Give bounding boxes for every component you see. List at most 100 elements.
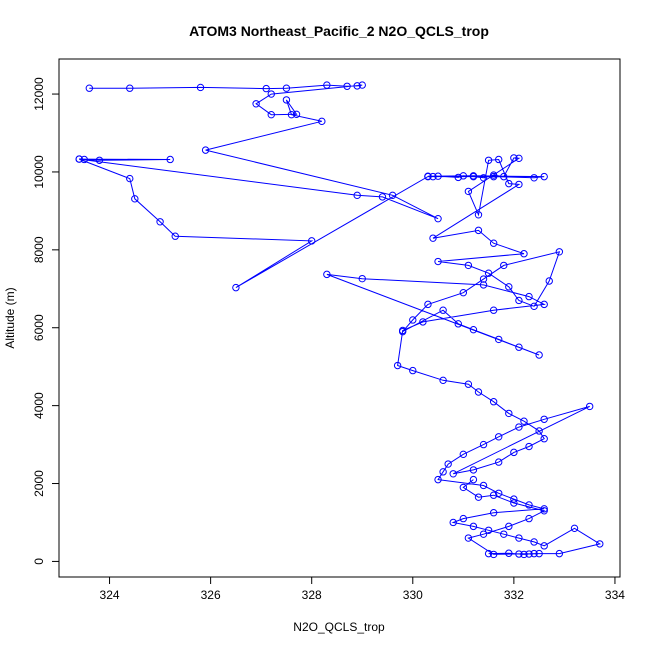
data-point — [489, 550, 498, 559]
x-axis-label: N2O_QCLS_trop — [293, 620, 385, 634]
data-point — [464, 380, 473, 388]
data-point — [353, 191, 361, 200]
data-point — [429, 172, 437, 181]
data-point — [500, 261, 508, 270]
data-point — [358, 274, 366, 283]
data-point — [292, 110, 301, 119]
data-point — [323, 81, 331, 89]
data-point — [464, 187, 473, 196]
data-point — [439, 376, 447, 385]
data-point — [525, 514, 533, 523]
data-point — [267, 110, 275, 119]
data-point — [469, 466, 478, 474]
data-point — [424, 300, 432, 309]
x-tick-label: 328 — [302, 588, 322, 602]
data-point — [398, 326, 407, 335]
y-tick-label: 2000 — [32, 470, 46, 497]
data-point — [424, 172, 432, 180]
data-point — [505, 522, 513, 531]
x-tick-label: 334 — [605, 588, 625, 602]
data-point — [469, 325, 478, 334]
data-point — [555, 549, 564, 558]
data-point — [489, 509, 498, 517]
data-point — [434, 172, 442, 180]
data-point — [515, 343, 523, 351]
data-point — [308, 237, 316, 245]
data-point — [530, 549, 538, 558]
y-tick-label: 10000 — [32, 155, 46, 189]
data-point — [75, 155, 83, 163]
data-point — [449, 470, 457, 478]
data-point — [429, 234, 437, 242]
data-point — [459, 483, 468, 492]
data-point — [474, 226, 483, 235]
data-point — [479, 440, 488, 449]
chart-title: ATOM3 Northeast_Pacific_2 N2O_QCLS_trop — [189, 23, 489, 39]
x-tick-label: 330 — [403, 588, 423, 602]
data-point — [500, 172, 508, 181]
x-axis: 324 326 328 330 332 334 — [100, 576, 625, 602]
data-point — [196, 83, 205, 92]
data-point — [515, 180, 523, 189]
data-point — [282, 96, 291, 104]
data-point — [454, 320, 462, 328]
data-point — [479, 275, 488, 283]
data-point — [95, 156, 104, 164]
data-point — [439, 468, 447, 476]
data-point — [489, 171, 498, 179]
data-point — [484, 526, 493, 534]
data-point — [131, 195, 139, 203]
data-point — [454, 173, 462, 182]
data-point — [479, 174, 488, 182]
data-point — [126, 84, 134, 92]
data-point — [201, 146, 210, 154]
data-point — [449, 518, 457, 527]
data-point — [484, 269, 493, 277]
data-point — [520, 550, 528, 559]
data-point — [525, 292, 533, 301]
data-point — [459, 288, 468, 297]
data-point — [505, 283, 513, 291]
data-point — [409, 366, 417, 375]
data-point — [520, 250, 528, 258]
data-point — [495, 458, 503, 466]
data-point — [505, 409, 513, 418]
data-point — [596, 540, 604, 548]
data-point — [434, 475, 442, 484]
data-point — [484, 549, 493, 558]
data-point — [505, 179, 513, 188]
y-axis: 0 2000 4000 6000 8000 10000 12000 — [32, 77, 60, 565]
data-point — [474, 493, 483, 501]
data-point — [474, 388, 483, 396]
data-point — [540, 415, 548, 423]
data-point — [525, 501, 533, 509]
data-point — [464, 534, 473, 542]
y-axis-label: Altitude (m) — [3, 287, 17, 348]
data-point — [318, 117, 326, 126]
data-point — [343, 82, 351, 90]
data-point — [323, 270, 331, 279]
data-point — [535, 351, 543, 359]
data-point — [510, 499, 518, 507]
data-point — [515, 550, 523, 558]
data-point — [156, 218, 164, 226]
series-line — [79, 84, 602, 555]
data-point — [520, 417, 528, 425]
data-point — [585, 402, 594, 411]
y-tick-label: 4000 — [32, 392, 46, 419]
data-point — [540, 435, 548, 443]
data-point — [474, 211, 483, 219]
data-point — [510, 154, 518, 162]
data-point — [540, 542, 548, 550]
data-point — [479, 530, 488, 538]
data-point — [489, 491, 498, 499]
data-point — [479, 481, 488, 490]
data-point — [515, 154, 523, 163]
y-tick-label: 0 — [32, 558, 46, 565]
data-point — [459, 450, 468, 459]
data-point — [530, 174, 538, 182]
data-point — [434, 257, 442, 266]
data-point — [85, 84, 94, 92]
data-point — [505, 549, 513, 557]
